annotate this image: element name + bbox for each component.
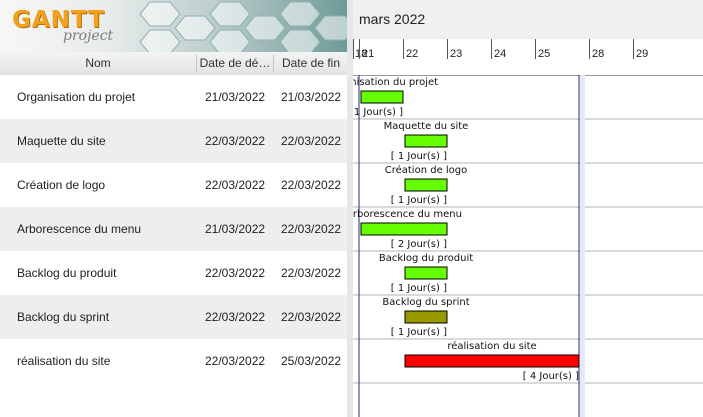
task-name: Maquette du site <box>17 134 106 148</box>
task-bar[interactable] <box>360 90 404 104</box>
day-label: 29 <box>636 48 649 60</box>
task-bar[interactable] <box>404 266 448 280</box>
task-end-date: 22/03/2022 <box>281 222 342 236</box>
column-header-name[interactable]: Nom <box>85 56 111 70</box>
timeline-day-header: 18 21 22 23 24 25 28 29 <box>353 39 703 76</box>
task-end-date: 25/03/2022 <box>281 354 342 368</box>
task-bar[interactable] <box>360 222 448 236</box>
project-end-shade <box>580 75 585 417</box>
table-header: Nom Date de dé… Date de fin <box>0 52 347 76</box>
task-bar[interactable] <box>404 178 448 192</box>
task-row[interactable]: Arborescence du menu 21/03/2022 22/03/20… <box>0 207 347 251</box>
task-bar-label[interactable]: réalisation du site <box>447 340 536 352</box>
logo-gantt-text: GANTT <box>12 7 105 33</box>
task-start-date: 21/03/2022 <box>205 222 266 236</box>
task-bar-label[interactable]: Arborescence du menu <box>353 209 462 220</box>
task-row[interactable]: Maquette du site 22/03/2022 22/03/2022 <box>0 119 347 163</box>
task-duration-label: [ 1 Jour(s) ] <box>353 107 403 118</box>
task-start-date: 22/03/2022 <box>205 310 266 324</box>
task-row[interactable]: Organisation du projet 21/03/2022 21/03/… <box>0 75 347 119</box>
task-name: réalisation du site <box>17 354 111 368</box>
task-duration-label: [ 1 Jour(s) ] <box>391 283 447 294</box>
task-row[interactable]: Backlog du produit 22/03/2022 22/03/2022 <box>0 251 347 295</box>
day-divider <box>447 39 448 59</box>
task-bar-label[interactable]: Organisation du projet <box>353 77 438 88</box>
day-label: 28 <box>592 48 605 60</box>
panel-splitter[interactable] <box>347 0 353 417</box>
timeline-month-header: mars 2022 <box>353 0 703 39</box>
task-start-date: 21/03/2022 <box>205 90 266 104</box>
task-end-date: 22/03/2022 <box>281 178 342 192</box>
day-divider <box>353 39 354 59</box>
day-divider <box>633 39 634 59</box>
task-end-date: 21/03/2022 <box>281 90 342 104</box>
day-label: 18 <box>355 48 368 60</box>
task-bar[interactable] <box>404 134 448 148</box>
task-duration-label: [ 1 Jour(s) ] <box>391 151 447 162</box>
column-divider[interactable] <box>273 55 274 72</box>
task-name: Backlog du sprint <box>17 310 110 324</box>
day-label: 22 <box>406 48 419 60</box>
task-bar-label[interactable]: Backlog du produit <box>379 253 473 264</box>
day-label: 21 <box>362 48 375 60</box>
task-bar[interactable] <box>404 354 580 368</box>
task-name: Backlog du produit <box>17 266 117 280</box>
task-name: Arborescence du menu <box>17 222 142 236</box>
task-bar-label[interactable]: Maquette du site <box>384 121 469 132</box>
task-row[interactable]: Création de logo 22/03/2022 22/03/2022 <box>0 163 347 207</box>
day-divider <box>403 39 404 59</box>
month-label: mars 2022 <box>359 11 426 27</box>
task-end-date: 22/03/2022 <box>281 310 342 324</box>
task-duration-label: [ 1 Jour(s) ] <box>391 195 447 206</box>
day-divider <box>535 39 536 59</box>
gantt-bars-area[interactable]: Organisation du projet [ 1 Jour(s) ] Maque… <box>353 0 703 417</box>
day-divider <box>491 39 492 59</box>
day-label: 25 <box>538 48 551 60</box>
task-start-date: 22/03/2022 <box>205 134 266 148</box>
day-divider <box>589 39 590 59</box>
task-start-date: 22/03/2022 <box>205 178 266 192</box>
hexagon-pattern-icon <box>139 1 347 52</box>
day-label: 23 <box>450 48 463 60</box>
task-start-date: 22/03/2022 <box>205 266 266 280</box>
day-label: 24 <box>494 48 507 60</box>
ganttproject-logo: GANTT project <box>0 0 347 52</box>
task-duration-label: [ 1 Jour(s) ] <box>391 327 447 338</box>
task-end-date: 22/03/2022 <box>281 134 342 148</box>
task-table-panel: GANTT project Nom Date de dé… Date de fi… <box>0 0 347 417</box>
column-header-start-date[interactable]: Date de dé… <box>199 56 271 70</box>
column-divider[interactable] <box>196 55 197 72</box>
task-bar[interactable] <box>404 310 448 324</box>
task-start-date: 22/03/2022 <box>205 354 266 368</box>
task-name: Création de logo <box>17 178 106 192</box>
task-bar-label[interactable]: Création de logo <box>385 164 468 176</box>
task-duration-label: [ 4 Jour(s) ] <box>523 371 579 382</box>
task-name: Organisation du projet <box>17 90 136 104</box>
column-header-end-date[interactable]: Date de fin <box>281 56 341 70</box>
task-duration-label: [ 2 Jour(s) ] <box>391 239 447 250</box>
logo-project-text: project <box>63 28 114 44</box>
task-end-date: 22/03/2022 <box>281 266 342 280</box>
task-bar-label[interactable]: Backlog du sprint <box>382 297 469 308</box>
task-row[interactable]: Backlog du sprint 22/03/2022 22/03/2022 <box>0 295 347 339</box>
day-divider <box>359 39 360 59</box>
task-row[interactable]: réalisation du site 22/03/2022 25/03/202… <box>0 339 347 383</box>
